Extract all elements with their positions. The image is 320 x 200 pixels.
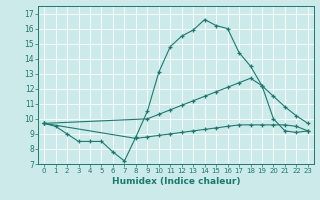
- X-axis label: Humidex (Indice chaleur): Humidex (Indice chaleur): [112, 177, 240, 186]
